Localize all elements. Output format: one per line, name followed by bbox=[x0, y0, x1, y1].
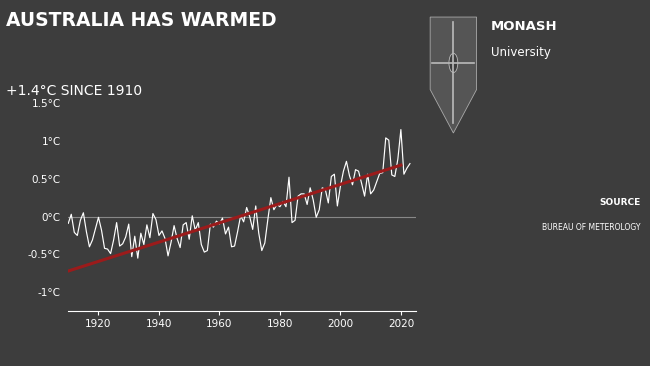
Circle shape bbox=[449, 53, 458, 72]
Polygon shape bbox=[430, 17, 476, 133]
Text: +1.4°C SINCE 1910: +1.4°C SINCE 1910 bbox=[6, 84, 142, 98]
Text: SOURCE: SOURCE bbox=[599, 198, 640, 207]
Text: BUREAU OF METEROLOGY: BUREAU OF METEROLOGY bbox=[541, 223, 640, 232]
Text: MONASH: MONASH bbox=[491, 20, 558, 33]
Text: University: University bbox=[491, 46, 551, 59]
Text: AUSTRALIA HAS WARMED: AUSTRALIA HAS WARMED bbox=[6, 11, 277, 30]
